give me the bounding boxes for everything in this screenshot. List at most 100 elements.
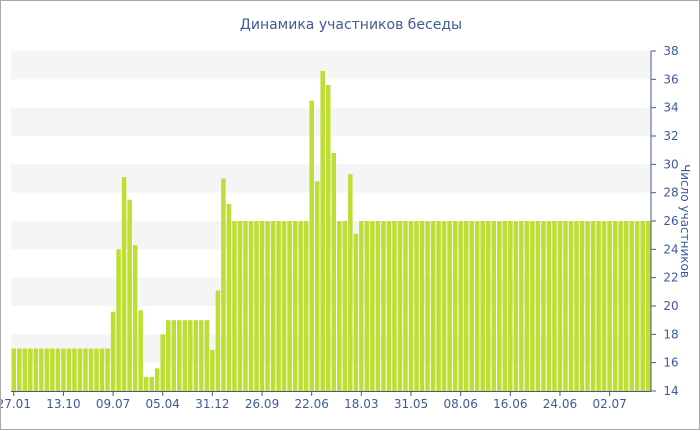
bar [292,221,298,391]
bar [425,221,430,391]
bar [50,348,55,391]
bar [105,348,110,391]
bar [590,221,596,391]
bar [519,221,524,391]
bar [392,221,397,391]
bars [11,70,651,391]
bar [353,233,359,391]
x-tick-label: 24.06 [543,397,577,411]
bar [254,221,259,391]
y-tick-label: 28 [663,186,678,200]
bar [601,221,607,391]
bar [430,221,436,391]
bar [149,376,154,391]
bar [171,320,177,391]
bar [359,221,364,391]
bar [508,221,513,391]
bar [497,221,502,391]
grid-band [11,51,651,80]
bar [143,376,149,391]
bar [513,221,519,391]
bar [154,368,160,391]
bar [199,320,204,391]
bar [193,320,199,391]
chart-title: Динамика участников беседы [240,17,462,33]
x-tick-label: 31.12 [195,397,229,411]
bar [502,221,508,391]
bar [535,221,541,391]
bar [640,221,645,391]
x-tick-label: 08.06 [443,397,477,411]
bar [77,348,83,391]
bar [320,70,325,391]
bar [414,221,419,391]
bar [408,221,414,391]
bar [28,348,33,391]
bar [634,221,640,391]
x-tick-label: 26.09 [245,397,279,411]
y-tick-label: 32 [663,129,678,143]
x-tick-label: 13.10 [46,397,80,411]
bar [485,221,491,391]
bar [88,348,94,391]
y-tick-label: 24 [663,242,678,256]
y-axis-label: Число участников [678,164,692,278]
bar [127,199,132,391]
y-tick-label: 14 [663,384,678,398]
bar [55,348,61,391]
bar [99,348,105,391]
x-tick-label: 02.07 [592,397,626,411]
bar [298,221,303,391]
y-tick-label: 16 [663,356,678,370]
bar [303,221,309,391]
bar [370,221,375,391]
bar [309,100,314,391]
bar [607,221,612,391]
bar [232,221,237,391]
y-tick-label: 36 [663,72,678,86]
bar [612,221,618,391]
bar [447,221,452,391]
y-tick-label: 22 [663,271,678,285]
y-tick-label: 34 [663,101,678,115]
bar [568,221,574,391]
bar [132,245,138,391]
bar [287,221,292,391]
bar [458,221,463,391]
x-tick-label: 18.03 [344,397,378,411]
bar [364,221,370,391]
bar [579,221,585,391]
bar [243,221,248,391]
bar [215,290,221,391]
bar [585,221,590,391]
bar [22,348,28,391]
bar [419,221,425,391]
bar [325,85,331,391]
bar [381,221,386,391]
x-axis: 27.01 13.10 09.07 05.04 31.12 26.09 22.06 18.03… [1,391,651,411]
bar [61,348,66,391]
bar [165,320,171,391]
y-tick-label: 30 [663,157,678,171]
bar [557,221,563,391]
bar [574,221,579,391]
x-tick-label: 16.06 [493,397,527,411]
bar [480,221,485,391]
bar [337,221,342,391]
bar [281,221,287,391]
bar [121,177,127,391]
bar [33,348,39,391]
y-tick-label: 38 [663,44,678,58]
bar [474,221,480,391]
bar [160,334,165,391]
x-tick-label: 22.06 [295,397,329,411]
bar [541,221,546,391]
bar [138,310,143,391]
bar [524,221,530,391]
bar [110,311,116,391]
bar [17,348,22,391]
y-tick-label: 26 [663,214,678,228]
bar [469,221,474,391]
bar [188,320,193,391]
